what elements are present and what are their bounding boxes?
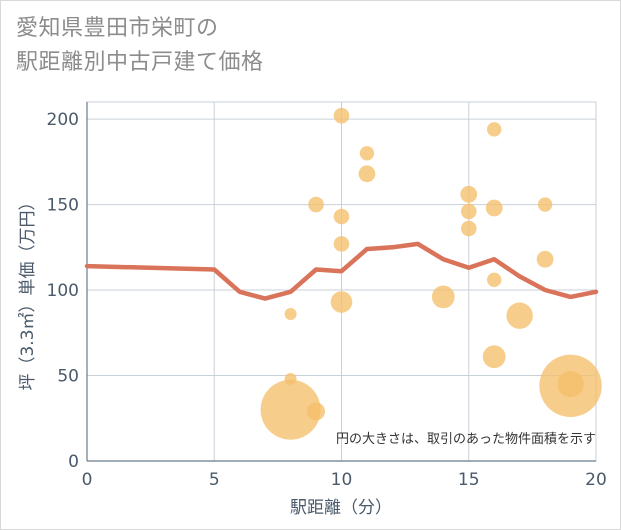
- data-point: [482, 345, 506, 369]
- data-point: [460, 203, 477, 220]
- data-point: [487, 122, 502, 137]
- data-point: [333, 236, 350, 252]
- data-point: [333, 208, 350, 225]
- x-tick-label: 5: [209, 470, 220, 490]
- x-tick-label: 20: [585, 470, 607, 490]
- x-tick-labels: 0 5 10 15 20: [82, 470, 607, 490]
- data-point: [260, 379, 321, 440]
- data-point: [539, 354, 602, 417]
- data-point: [506, 302, 533, 329]
- x-tick-label: 0: [82, 470, 93, 490]
- data-point: [460, 185, 478, 203]
- y-tick-label: 0: [68, 452, 79, 472]
- data-point: [485, 199, 503, 217]
- y-tick-label: 200: [47, 110, 79, 130]
- grid: [86, 101, 597, 462]
- data-point: [358, 165, 376, 183]
- data-point: [460, 220, 477, 237]
- x-axis-title: 駅距離（分）: [290, 498, 392, 518]
- y-tick-label: 50: [57, 367, 79, 387]
- data-point: [308, 196, 324, 213]
- title-line-2: 駅距離別中古戸建て価格: [16, 50, 264, 75]
- y-tick-label: 150: [47, 196, 79, 216]
- data-point: [307, 402, 326, 421]
- data-points: [260, 107, 602, 440]
- data-point: [359, 146, 375, 161]
- data-point: [537, 197, 553, 212]
- data-point: [284, 307, 297, 320]
- size-note: 円の大きさは、取引のあった物件面積を示す: [336, 432, 596, 447]
- data-point: [333, 107, 350, 124]
- y-axis-title: 坪（3.3㎡）単価（万円）: [18, 193, 38, 390]
- x-tick-label: 10: [331, 470, 353, 490]
- data-point: [487, 272, 502, 287]
- chart-title: 愛知県豊田市栄町の 駅距離別中古戸建て価格: [16, 12, 264, 80]
- data-point: [330, 291, 353, 313]
- y-tick-label: 100: [47, 281, 79, 301]
- title-line-1: 愛知県豊田市栄町の: [16, 16, 219, 41]
- data-point: [431, 285, 455, 309]
- y-tick-labels: 0 50 100 150 200: [47, 110, 79, 472]
- trend-line: [84, 241, 599, 301]
- x-tick-label: 15: [458, 470, 480, 490]
- data-point: [536, 250, 554, 268]
